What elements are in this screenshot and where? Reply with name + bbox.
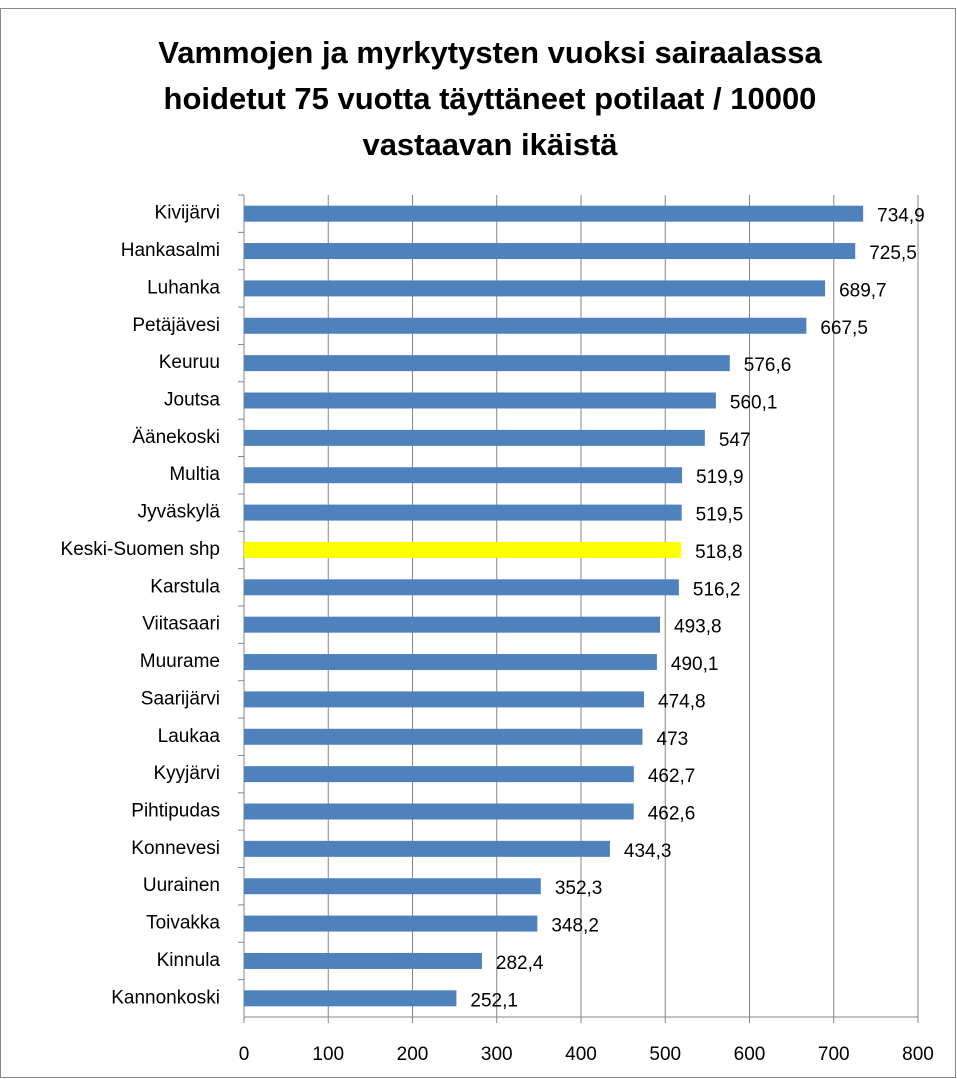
y-tick-label: Keski-Suomen shp — [61, 539, 220, 560]
y-tick-label: Luhanka — [147, 277, 220, 298]
x-tick-label: 400 — [565, 1044, 597, 1065]
data-label: 252,1 — [470, 990, 518, 1011]
data-label: 462,6 — [648, 804, 696, 825]
bar — [244, 654, 657, 671]
y-tick-label: Viitasaari — [142, 614, 220, 635]
bar — [244, 280, 826, 297]
y-tick-label: Äänekoski — [132, 427, 220, 448]
data-label: 576,6 — [744, 355, 792, 376]
y-tick-label: Petäjävesi — [132, 315, 220, 336]
bar — [244, 205, 864, 222]
x-tick-label: 200 — [397, 1044, 429, 1065]
data-label: 547 — [719, 430, 751, 451]
data-label: 493,8 — [674, 617, 722, 638]
data-label: 282,4 — [496, 953, 544, 974]
x-tick-label: 300 — [481, 1044, 513, 1065]
y-tick-label: Kyyjärvi — [153, 763, 220, 784]
bar — [244, 691, 645, 708]
y-tick-label: Kinnula — [157, 950, 221, 971]
bar — [244, 317, 807, 334]
bar — [244, 952, 482, 969]
bar — [244, 766, 634, 783]
data-label: 473 — [657, 729, 689, 750]
bar — [244, 355, 730, 372]
x-tick-label: 700 — [818, 1044, 850, 1065]
y-tick-label: Hankasalmi — [121, 240, 220, 261]
y-tick-label: Keuruu — [159, 352, 220, 373]
data-label: 348,2 — [551, 916, 599, 937]
data-label: 518,8 — [695, 542, 743, 563]
data-label: 519,5 — [696, 505, 744, 526]
data-label: 474,8 — [658, 691, 706, 712]
y-tick-label: Joutsa — [164, 390, 220, 411]
data-label: 667,5 — [820, 318, 868, 339]
y-tick-label: Saarijärvi — [141, 688, 220, 709]
data-label: 725,5 — [869, 243, 917, 264]
data-label: 734,9 — [877, 206, 925, 227]
y-tick-label: Uurainen — [143, 875, 220, 896]
y-tick-label: Konnevesi — [131, 838, 220, 859]
data-label: 462,7 — [648, 766, 696, 787]
data-label: 560,1 — [730, 393, 778, 414]
data-label: 519,9 — [696, 467, 744, 488]
x-tick-label: 800 — [902, 1044, 934, 1065]
bar — [244, 579, 679, 596]
y-tick-label: Multia — [169, 464, 220, 485]
data-label: 490,1 — [671, 654, 719, 675]
data-label: 689,7 — [839, 280, 887, 301]
bar — [244, 616, 661, 633]
bar — [244, 878, 541, 895]
y-tick-label: Laukaa — [158, 726, 221, 747]
y-tick-label: Jyväskylä — [138, 502, 221, 523]
data-label: 352,3 — [555, 878, 603, 899]
data-label: 434,3 — [624, 841, 672, 862]
chart-border — [0, 8, 956, 1078]
bar — [244, 915, 538, 932]
bar — [244, 392, 716, 409]
y-tick-label: Muurame — [140, 651, 220, 672]
y-tick-label: Kannonkoski — [111, 987, 220, 1008]
bar — [244, 990, 457, 1007]
chart-title: Vammojen ja myrkytysten vuoksi sairaalas… — [158, 35, 822, 162]
bar — [244, 840, 610, 857]
bar — [244, 504, 682, 521]
bar — [244, 803, 634, 820]
data-label: 516,2 — [693, 579, 741, 600]
x-tick-label: 0 — [239, 1044, 250, 1065]
x-tick-label: 100 — [312, 1044, 344, 1065]
y-tick-label: Toivakka — [146, 913, 220, 934]
bar — [244, 467, 683, 484]
y-tick-label: Pihtipudas — [131, 801, 220, 822]
x-tick-label: 600 — [734, 1044, 766, 1065]
bar — [244, 728, 643, 745]
bar — [244, 541, 682, 558]
y-tick-label: Karstula — [150, 576, 220, 597]
bar — [244, 243, 856, 260]
x-tick-label: 500 — [649, 1044, 681, 1065]
y-tick-label: Kivijärvi — [155, 203, 220, 224]
bar — [244, 429, 705, 446]
